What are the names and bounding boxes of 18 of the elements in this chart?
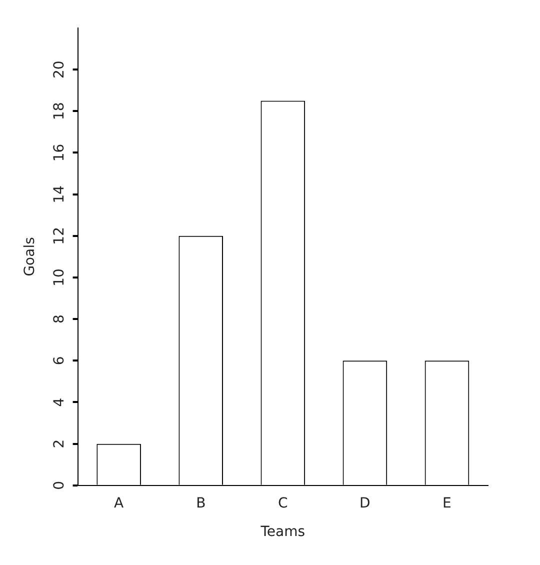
y-tick-label: 20 (51, 60, 68, 78)
x-tick-label: A (114, 495, 124, 512)
x-axis-title: Teams (260, 524, 306, 540)
y-tick-label: 2 (51, 439, 68, 448)
x-tick-label: E (442, 495, 452, 512)
x-tick-label: C (278, 495, 288, 512)
y-tick-label: 4 (51, 398, 68, 407)
y-tick-label: 14 (51, 185, 68, 204)
x-tick-label: D (360, 495, 370, 512)
x-tick-label: B (196, 495, 206, 512)
y-tick-label: 16 (51, 144, 68, 162)
y-tick-label: 10 (51, 268, 68, 286)
y-tick-label: 0 (51, 480, 68, 490)
y-axis-title: Goals (22, 237, 38, 276)
y-tick-label: 8 (51, 314, 68, 324)
y-tick-label: 18 (51, 102, 68, 120)
y-tick-label: 6 (51, 356, 68, 366)
y-tick-label: 12 (51, 226, 68, 245)
